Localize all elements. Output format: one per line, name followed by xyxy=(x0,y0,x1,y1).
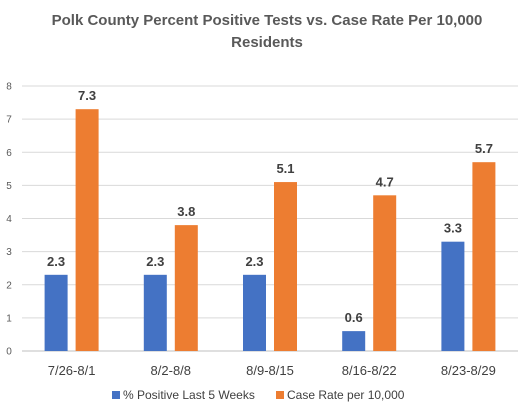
y-axis-ticks: 0 1 2 3 4 5 6 7 8 xyxy=(6,82,12,358)
data-label: 3.3 xyxy=(444,221,462,236)
data-label: 2.3 xyxy=(146,254,164,269)
x-category-label: 8/9-8/15 xyxy=(246,363,294,378)
data-label: 2.3 xyxy=(245,254,263,269)
bar-percent-positive xyxy=(143,274,167,351)
data-labels: 2.3 7.3 2.3 3.8 2.3 5.1 0.6 4.7 3.3 5.7 xyxy=(47,88,493,325)
chart-title: Polk County Percent Positive Tests vs. C… xyxy=(52,12,483,29)
bar-case-rate xyxy=(373,195,397,351)
y-tick-label: 8 xyxy=(6,82,12,93)
bar-percent-positive xyxy=(44,274,68,351)
y-tick-label: 2 xyxy=(6,280,12,291)
y-tick-label: 1 xyxy=(6,313,12,324)
bars xyxy=(44,109,496,351)
bar-percent-positive xyxy=(243,274,266,351)
x-category-label: 8/2-8/8 xyxy=(151,363,191,378)
x-category-label: 7/26-8/1 xyxy=(48,363,96,378)
data-label: 5.7 xyxy=(475,141,493,156)
y-tick-label: 5 xyxy=(6,181,12,192)
data-label: 3.8 xyxy=(177,204,195,219)
bar-case-rate xyxy=(174,225,198,351)
legend-label: % Positive Last 5 Weeks xyxy=(123,388,255,402)
bar-percent-positive xyxy=(441,241,465,351)
bar-case-rate xyxy=(75,109,99,351)
x-category-label: 8/23-8/29 xyxy=(441,363,496,378)
legend-label: Case Rate per 10,000 xyxy=(287,388,405,402)
data-label: 5.1 xyxy=(276,161,294,176)
bar-percent-positive xyxy=(342,331,366,351)
chart-subtitle: Residents xyxy=(231,34,303,51)
y-tick-label: 7 xyxy=(6,115,12,126)
x-category-label: 8/16-8/22 xyxy=(342,363,397,378)
gridlines xyxy=(22,85,518,352)
data-label: 0.6 xyxy=(345,310,363,325)
y-tick-label: 6 xyxy=(6,148,12,159)
legend: % Positive Last 5 Weeks Case Rate per 10,… xyxy=(112,388,405,402)
bar-case-rate xyxy=(472,162,496,351)
data-label: 7.3 xyxy=(78,88,96,103)
legend-swatch xyxy=(112,391,120,399)
y-tick-label: 3 xyxy=(6,247,12,258)
y-tick-label: 4 xyxy=(6,214,12,225)
data-label: 4.7 xyxy=(376,174,394,189)
y-tick-label: 0 xyxy=(6,347,12,358)
x-axis-categories: 7/26-8/1 8/2-8/8 8/9-8/15 8/16-8/22 8/23-8/2… xyxy=(48,363,496,378)
data-label: 2.3 xyxy=(47,254,65,269)
legend-swatch xyxy=(276,391,284,399)
bar-case-rate xyxy=(274,182,297,351)
